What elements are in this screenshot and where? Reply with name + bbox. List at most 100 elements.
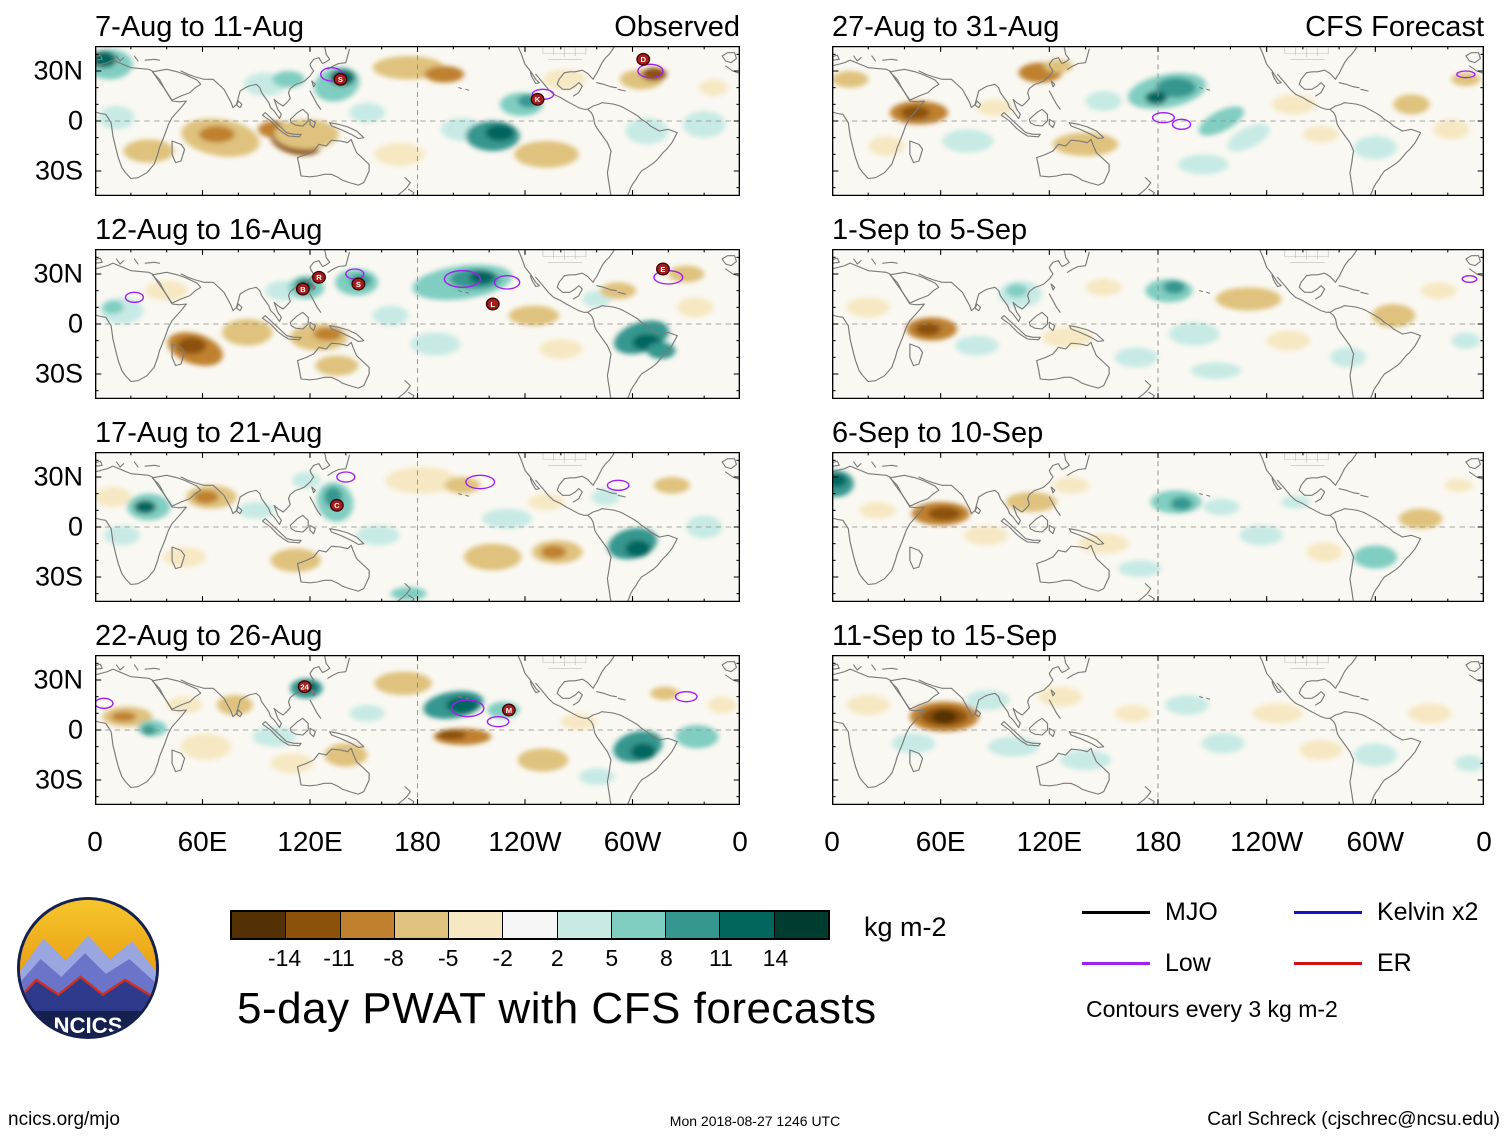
map-canvas — [832, 655, 1484, 805]
colorbar-segment — [394, 912, 450, 938]
colorbar-segment — [286, 912, 341, 938]
panel-title: 11-Sep to 15-Sep — [832, 620, 1058, 652]
storm-symbol-icon — [530, 92, 545, 106]
storm-marker: S — [333, 72, 348, 86]
colorbar-tick: -11 — [323, 945, 355, 971]
storm-label: S — [338, 75, 343, 84]
lon-tick-label: 60E — [177, 826, 228, 857]
figure-title: 5-day PWAT with CFS forecasts — [237, 984, 877, 1033]
lon-tick-label: 120W — [488, 826, 562, 857]
panel-title: 6-Sep to 10-Sep — [832, 417, 1044, 449]
footer-credit: Carl Schreck (cjschrec@ncsu.edu) — [1207, 1109, 1500, 1130]
lon-tick-label: 60E — [915, 826, 966, 857]
legend-label: Low — [1165, 949, 1211, 977]
storm-label: E — [660, 265, 665, 274]
lon-tick-label: 180 — [394, 826, 441, 857]
logo-text: NCICS — [53, 1013, 122, 1038]
lat-tick-label: 0 — [67, 511, 83, 542]
map-canvas: C — [95, 452, 740, 602]
lat-tick-label: 0 — [67, 308, 83, 339]
legend-line-swatch-icon — [1082, 911, 1150, 914]
panel-title: 1-Sep to 5-Sep — [832, 214, 1028, 246]
map-panel: 11-Sep to 15-Sep — [832, 617, 1484, 805]
panel-title-row: 17-Aug to 21-Aug — [95, 414, 740, 450]
panel-title: 7-Aug to 11-Aug — [95, 11, 305, 43]
low-contours — [1461, 275, 1478, 283]
map-frame — [95, 655, 740, 805]
low-contours — [124, 268, 684, 303]
storm-marker: L — [485, 297, 500, 311]
legend-note: Contours every 3 kg m-2 — [1086, 996, 1338, 1022]
colorbar-units: kg m-2 — [864, 912, 947, 942]
map-canvas: S K D — [95, 46, 740, 196]
map-canvas — [832, 452, 1484, 602]
storm-symbol-icon — [501, 703, 516, 717]
lat-tick-label: 0 — [67, 714, 83, 745]
panel-title-row: 11-Sep to 15-Sep — [832, 617, 1484, 653]
legend-line-swatch-icon — [1082, 962, 1150, 965]
colorbar-segment — [774, 912, 828, 938]
map-frame — [832, 249, 1484, 399]
map-panel: 17-Aug to 21-Aug C 30N 0 30S — [33, 414, 740, 602]
map-canvas: B R S L E — [95, 249, 740, 399]
anomaly-shading — [102, 671, 737, 785]
legend-label: Kelvin x2 — [1377, 898, 1479, 926]
storm-marker: K — [530, 92, 545, 106]
colorbar-tick: -14 — [267, 945, 302, 971]
lon-tick-label: 0 — [1476, 826, 1492, 857]
map-wrapper — [832, 249, 1484, 399]
storm-symbol-icon — [485, 297, 500, 311]
colorbar-segment — [611, 912, 667, 938]
panel-title: 17-Aug to 21-Aug — [95, 417, 323, 449]
legend-line-swatch-icon — [1294, 911, 1362, 914]
colorbar-tick: -8 — [383, 945, 404, 971]
storm-label: R — [316, 273, 322, 282]
lon-tick-label: 120W — [1230, 826, 1304, 857]
storm-marker: S — [351, 277, 366, 291]
lat-tick-label: 30S — [34, 155, 83, 186]
map-wrapper — [832, 452, 1484, 602]
colorbar-segment — [340, 912, 395, 938]
lat-tick-label: 0 — [67, 105, 83, 136]
colorbar-segment — [503, 912, 558, 938]
storm-marker: 24 — [297, 680, 312, 694]
map-wrapper — [832, 46, 1484, 196]
map-panel: 27-Aug to 31-Aug CFS Forecast — [832, 8, 1484, 196]
panel-title: 12-Aug to 16-Aug — [95, 214, 323, 246]
lon-axis-row: 0 60E 120E 180 120W 60W 0 — [87, 820, 748, 862]
panel-corner-label: Observed — [614, 11, 740, 43]
panel-title-row: 1-Sep to 5-Sep — [832, 211, 1484, 247]
colorbar-segment — [666, 912, 721, 938]
map-frame — [95, 249, 740, 399]
storm-label: C — [334, 501, 340, 510]
map-panel: 22-Aug to 26-Aug 24 M 30N 0 30S — [33, 617, 740, 805]
legend-label: MJO — [1165, 898, 1218, 926]
colorbar: -14 -11 -8 -5 -2 2 5 8 11 14 — [230, 910, 830, 972]
legend-item: ER — [1294, 949, 1506, 978]
colorbar-segment — [720, 912, 775, 938]
storm-symbol-icon — [351, 277, 366, 291]
map-panel: 7-Aug to 11-Aug Observed S K D 30N 0 30S — [33, 8, 740, 196]
storm-label: B — [300, 285, 306, 294]
map-frame — [832, 655, 1484, 805]
storm-label: 24 — [300, 683, 309, 692]
colorbar-tick: -2 — [492, 945, 513, 971]
storm-symbol-icon — [295, 282, 310, 296]
legend-grid: MJO Kelvin x2 Low ER — [1082, 898, 1506, 978]
panel-title-row: 6-Sep to 10-Sep — [832, 414, 1484, 450]
storm-marker: R — [312, 270, 326, 284]
lon-tick-label: 120E — [277, 826, 343, 857]
storm-label: K — [535, 95, 541, 104]
legend-item: Kelvin x2 — [1294, 898, 1506, 927]
storm-marker: M — [501, 703, 516, 717]
storm-symbol-icon — [312, 270, 326, 284]
lat-tick-label: 30N — [33, 664, 83, 695]
contour-legend: MJO Kelvin x2 Low ER Contours every 3 kg m-… — [1082, 898, 1506, 1023]
axis-ticks — [95, 46, 740, 196]
storm-label: D — [640, 55, 646, 64]
storm-symbol-icon — [329, 498, 344, 512]
low-contours — [95, 691, 698, 728]
map-panel: 1-Sep to 5-Sep — [832, 211, 1484, 399]
anomaly-shading — [846, 279, 1481, 379]
